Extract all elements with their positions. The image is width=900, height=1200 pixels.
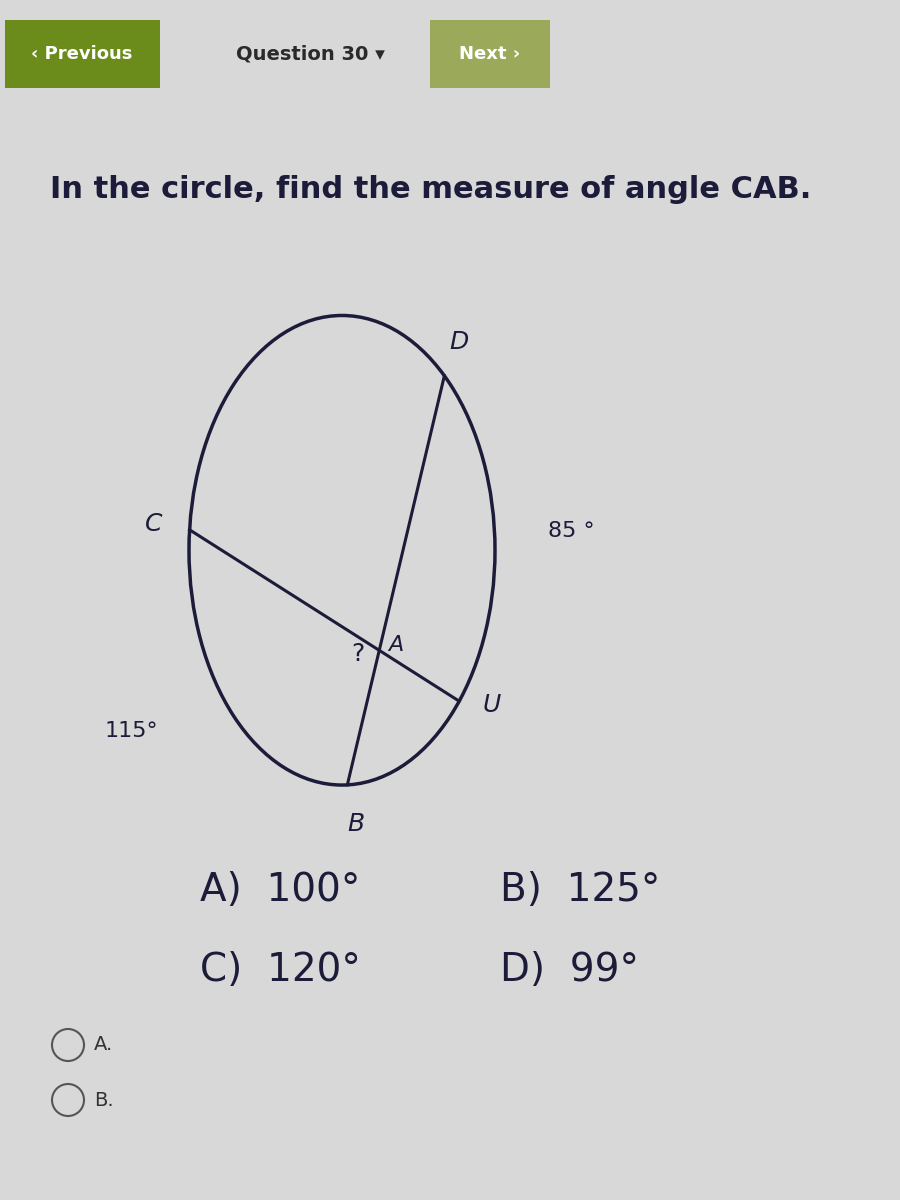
Bar	[5, 20, 160, 88]
Text: ‹ Previous: ‹ Previous	[32, 44, 132, 62]
Text: B.: B.	[94, 1091, 113, 1110]
Text: ?: ?	[352, 642, 365, 666]
Text: U: U	[482, 692, 501, 716]
Text: 115°: 115°	[104, 721, 158, 740]
Text: B: B	[347, 812, 365, 836]
Text: D)  99°: D) 99°	[500, 950, 639, 989]
Text: C: C	[145, 512, 163, 536]
Text: In the circle, find the measure of angle CAB.: In the circle, find the measure of angle…	[50, 175, 812, 204]
Text: B)  125°: B) 125°	[500, 871, 661, 910]
Text: Next ›: Next ›	[459, 44, 520, 62]
Text: A)  100°: A) 100°	[200, 871, 360, 910]
Text: A: A	[388, 635, 403, 655]
Text: Question 30 ▾: Question 30 ▾	[236, 44, 384, 64]
Text: 85 °: 85 °	[548, 522, 595, 541]
Text: C)  120°: C) 120°	[200, 950, 361, 989]
Text: D: D	[449, 330, 468, 354]
Bar	[430, 20, 550, 88]
Text: A.: A.	[94, 1036, 113, 1055]
